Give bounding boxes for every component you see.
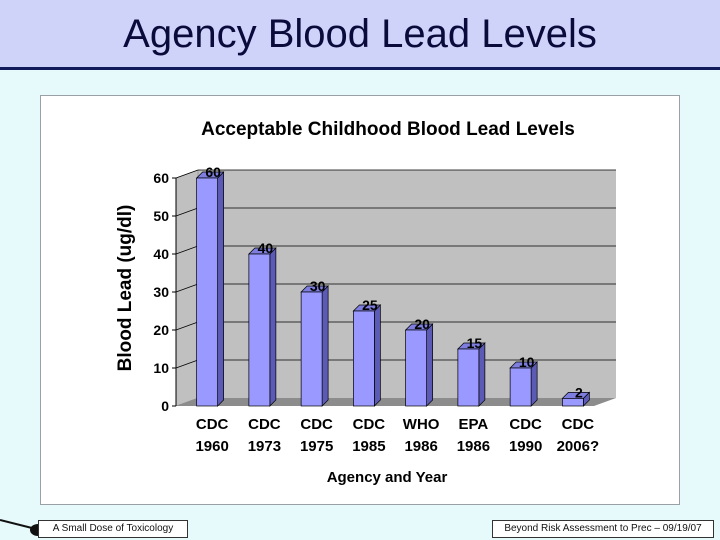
bar [457,348,480,407]
x-tick-label: 1960 [195,438,228,455]
x-tick-label: 1973 [248,438,281,455]
gridline-side [175,207,199,217]
bar-chart: 0 10 20 30 40 50 60 60 CDC 1960 40 CDC 1973 30 CDC 1975… [115,119,616,486]
data-label: 10 [519,354,535,370]
x-tick-label: 1985 [352,438,385,455]
gridline-side [175,283,199,293]
data-label: 25 [362,297,378,313]
x-tick-label: WHO [403,416,440,433]
bar-side [426,323,433,407]
bar-side [321,285,329,407]
x-tick-label: CDC [509,416,542,433]
y-tick-label: 0 [161,398,169,414]
bar-side [217,171,224,407]
x-tick-label: 1975 [300,438,333,455]
chart-title: Acceptable Childhood Blood Lead Levels [201,119,575,140]
bar [353,310,375,407]
gridline-side [175,245,199,255]
footer-left-label: A Small Dose of Toxicology [38,520,188,538]
data-label: 2 [575,384,583,400]
plot-floor [176,398,616,406]
x-tick-label: EPA [459,416,489,433]
bar [248,253,271,407]
slide-title: Agency Blood Lead Levels [123,12,597,56]
data-label: 20 [414,316,430,332]
x-tick-label: 1986 [404,438,437,455]
y-tick-label: 30 [153,284,169,300]
x-tick-label: CDC [248,416,281,433]
gridline-side [175,169,199,179]
bar [405,329,427,407]
x-tick-label: CDC [353,416,386,433]
data-label: 15 [467,335,483,351]
data-label: 60 [205,164,221,180]
x-tick-label: CDC [300,416,333,433]
bar-side [269,247,277,407]
x-tick-label: 1986 [457,438,490,455]
data-label: 40 [258,240,274,256]
bar [196,177,218,407]
y-tick-label: 40 [153,246,169,262]
y-tick-label: 20 [153,322,169,338]
bar [562,398,584,407]
footer-right-label: Beyond Risk Assessment to Prec – 09/19/0… [492,520,714,538]
x-tick-label: 2006? [557,438,600,455]
gridline-side [175,359,199,369]
bar [509,367,532,407]
bar [300,291,323,407]
gridline-side [175,321,199,331]
y-tick-label: 10 [153,360,169,376]
x-tick-label: CDC [196,416,229,433]
bar-side [478,342,486,407]
chart-frame: 0 10 20 30 40 50 60 60 CDC 1960 40 CDC 1973 30 CDC 1975… [40,95,680,505]
y-tick-label: 60 [153,170,169,186]
title-band: Agency Blood Lead Levels [0,0,720,70]
y-axis-label: Blood Lead (ug/dl) [115,205,136,372]
data-label: 30 [310,278,326,294]
x-tick-label: CDC [562,416,595,433]
bar-side [374,304,381,407]
y-tick-label: 50 [153,208,169,224]
x-tick-label: 1990 [509,438,542,455]
x-axis-label: Agency and Year [327,469,448,486]
